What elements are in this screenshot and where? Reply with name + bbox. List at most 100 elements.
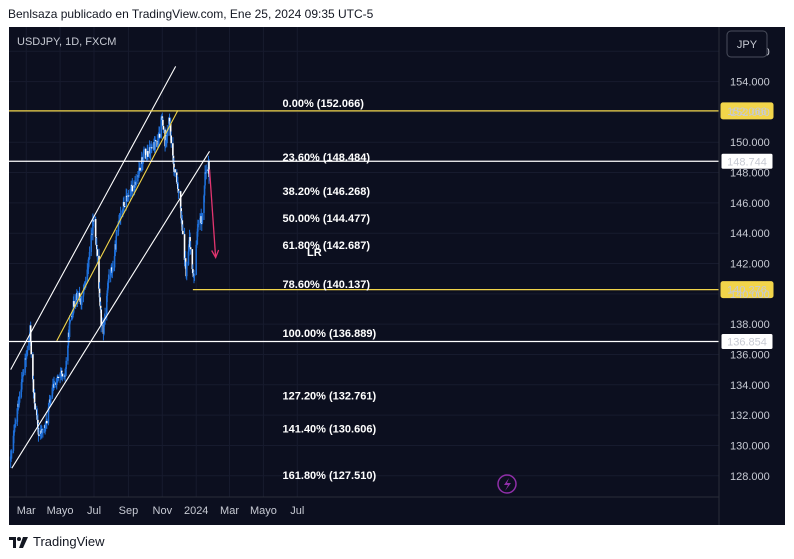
price-tick-label: 140.000 (730, 289, 770, 301)
candle-body (145, 157, 148, 159)
candle-body (69, 319, 71, 323)
price-tick-label: 144.000 (730, 228, 770, 240)
candle-body (65, 360, 68, 369)
candle-body (105, 296, 108, 315)
candle-body (49, 397, 52, 403)
candle-body (192, 269, 194, 274)
candle-body (9, 456, 12, 461)
candle-body (168, 117, 171, 124)
forecast-arrow-head (211, 249, 220, 259)
fib-level-label: 141.40% (130.606) (283, 423, 377, 435)
candle-body (84, 281, 87, 288)
candles (9, 112, 211, 468)
candle-body (113, 256, 116, 268)
candle-body (174, 169, 176, 173)
candle-body (205, 169, 208, 174)
candle-body (130, 184, 133, 194)
candle-body (100, 309, 103, 326)
forecast-arrow (208, 169, 220, 259)
candle-body (110, 267, 113, 273)
candle-body (107, 279, 110, 283)
candle-body (204, 172, 206, 186)
candle-body (147, 151, 149, 157)
fib-level-label: 127.20% (132.761) (283, 391, 377, 403)
candle-body (55, 381, 58, 385)
time-tick-label: Sep (119, 505, 139, 517)
candle-body (72, 313, 74, 318)
candle-body (141, 157, 144, 164)
candle-body (53, 382, 56, 388)
candle-body (121, 210, 124, 214)
price-tick-label: 152.000 (730, 107, 770, 119)
candle-body (117, 221, 120, 232)
price-levels: 152.066 148.744 140.276 136.854 (9, 102, 774, 351)
candle-body (125, 195, 128, 207)
footer-brand: TradingView (33, 534, 105, 549)
candle-body (154, 140, 157, 142)
candle-body (179, 191, 182, 209)
candle-body (133, 185, 135, 192)
fib-level-label: 161.80% (127.510) (283, 470, 377, 482)
candle-body (157, 139, 160, 145)
candle-body (127, 195, 130, 197)
candle-body (36, 415, 39, 420)
candle-body (139, 167, 141, 171)
candle-body (193, 275, 195, 277)
fib-level-label: 78.60% (140.137) (283, 279, 371, 291)
candle-body (188, 244, 190, 252)
candle-body (165, 136, 168, 141)
candle-body (67, 332, 70, 346)
price-line-badge (720, 102, 774, 120)
time-tick-label: Nov (153, 505, 173, 517)
candle-body (45, 420, 48, 424)
candle-body (129, 194, 131, 196)
tradingview-logo-icon (9, 536, 28, 548)
candle-body (22, 372, 25, 376)
candle-body (178, 191, 180, 193)
candle-body (177, 188, 180, 193)
chart-svg[interactable]: 152.066 148.744 140.276 136.854 0.00% (152.… (9, 27, 785, 525)
candle-body (192, 273, 195, 277)
channel-upper-line (10, 66, 177, 370)
fib-level-label: 23.60% (148.484) (283, 152, 371, 164)
candle-body (112, 267, 114, 271)
candle-body (142, 153, 145, 161)
candle-body (73, 301, 75, 307)
candle-body (180, 218, 183, 221)
candle-body (177, 183, 179, 189)
candle-body (28, 334, 31, 339)
candle-body (189, 237, 191, 248)
price-axis[interactable]: 156.000154.000152.000150.000148.000146.0… (718, 27, 770, 525)
candle-body (82, 290, 85, 297)
time-tick-label: Mayo (250, 505, 277, 517)
candle-body (25, 356, 28, 360)
candle-body (95, 245, 98, 250)
currency-button[interactable]: JPY (726, 30, 768, 58)
time-tick-label: Jul (87, 505, 101, 517)
candle-body (57, 376, 60, 378)
time-tick-label: Mar (17, 505, 36, 517)
time-tick-label: Mar (220, 505, 239, 517)
chart-panel[interactable]: 152.066 148.744 140.276 136.854 0.00% (152.… (9, 27, 785, 525)
candle-body (25, 354, 28, 357)
candle-body (20, 389, 23, 398)
candle-body (123, 201, 125, 207)
currency-button-label: JPY (737, 39, 758, 51)
candle-body (127, 195, 129, 202)
plot-background (9, 27, 785, 525)
candle-body (175, 172, 178, 183)
candle-body (138, 168, 140, 177)
candle-body (26, 350, 29, 355)
candle-body (164, 134, 167, 147)
candle-body (13, 425, 16, 432)
candle-body (125, 195, 128, 197)
price-line-badge-label: 140.276 (727, 285, 767, 297)
price-line-badge-label: 152.066 (727, 106, 767, 118)
candle-body (203, 195, 205, 213)
bolt-icon[interactable] (497, 474, 517, 494)
candle-body (34, 403, 36, 410)
candle-body (91, 233, 94, 235)
time-axis[interactable]: Mar Mayo Jul Sep Nov 2024 Mar Mayo Jul (9, 496, 719, 517)
fib-level-label: 50.00% (144.477) (283, 213, 371, 225)
candle-body (199, 217, 201, 224)
